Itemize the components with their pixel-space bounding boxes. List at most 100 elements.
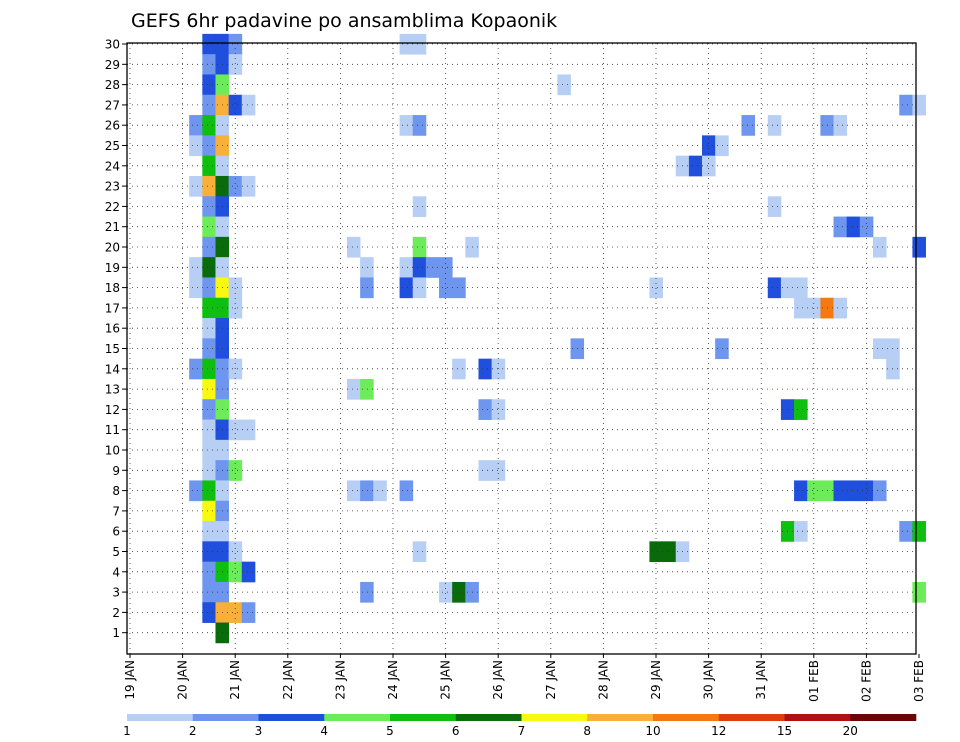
heatmap-cell xyxy=(859,480,874,502)
heatmap-cell xyxy=(912,94,926,116)
x-tick-label: 28 JAN xyxy=(596,660,610,700)
heatmap-cell xyxy=(912,521,926,542)
heatmap-cell xyxy=(912,236,926,258)
legend-label: 5 xyxy=(386,724,394,738)
y-tick-label: 12 xyxy=(105,403,120,417)
x-tick-label: 23 JAN xyxy=(333,660,347,700)
legend-label: 3 xyxy=(255,724,263,738)
legend-swatch xyxy=(718,714,785,721)
heatmap-cell xyxy=(872,480,887,502)
heatmap-cell xyxy=(241,94,256,116)
heatmap-cell xyxy=(767,115,782,136)
legend-label: 4 xyxy=(320,724,328,738)
legend-label: 6 xyxy=(452,724,460,738)
heatmap-cell xyxy=(452,277,466,299)
heatmap-cell xyxy=(452,581,466,603)
heatmap-cell xyxy=(662,541,677,563)
y-tick-label: 16 xyxy=(105,322,120,336)
heatmap-cell xyxy=(649,541,663,563)
heatmap-cell xyxy=(346,378,361,400)
y-tick-label: 2 xyxy=(112,606,120,620)
y-tick-label: 26 xyxy=(105,119,120,133)
heatmap-cell xyxy=(794,297,808,319)
heatmap-cell xyxy=(478,399,493,420)
heatmap-cell xyxy=(491,460,506,481)
color-legend: 1 2 3 4 5 6 7 8 10 12 15 20 xyxy=(123,714,917,738)
legend-label: 10 xyxy=(645,724,660,738)
heatmap-cell xyxy=(767,196,782,217)
x-tick-label: 29 JAN xyxy=(649,660,663,700)
heatmap-cell xyxy=(228,33,243,55)
x-tick-label: 24 JAN xyxy=(386,660,400,700)
heatmap-cell xyxy=(241,602,256,623)
heatmap-cell xyxy=(439,277,453,299)
y-tick-label: 5 xyxy=(112,545,120,559)
x-tick-label: 31 JAN xyxy=(754,660,768,700)
heatmap-cell xyxy=(412,236,427,258)
legend-label: 7 xyxy=(518,724,526,738)
heatmap-cell xyxy=(360,581,374,603)
heatmap-cell xyxy=(202,277,216,299)
heatmap-cell xyxy=(202,581,216,603)
heatmap-cell xyxy=(202,257,216,278)
y-tick-label: 15 xyxy=(105,342,120,356)
legend-swatch xyxy=(324,714,391,721)
heatmap-cell xyxy=(228,175,243,197)
heatmap-cell xyxy=(767,277,782,299)
y-tick-label: 24 xyxy=(105,159,120,173)
legend-label: 8 xyxy=(583,724,591,738)
y-tick-label: 11 xyxy=(105,423,120,437)
heatmap-cell xyxy=(478,358,493,380)
legend-swatch xyxy=(390,714,457,721)
heatmap-cell xyxy=(228,460,243,481)
legend-swatch xyxy=(850,714,917,721)
x-tick-label: 20 JAN xyxy=(176,660,190,700)
heatmap-cell xyxy=(360,378,374,400)
heatmap-cell xyxy=(189,277,203,299)
heatmap-cell xyxy=(412,277,427,299)
y-tick-label: 13 xyxy=(105,383,120,397)
heatmap-cell xyxy=(189,257,203,278)
heatmap-cell xyxy=(202,399,216,420)
y-tick-label: 14 xyxy=(105,362,120,376)
y-tick-label: 9 xyxy=(112,464,120,478)
heatmap-cell xyxy=(202,521,216,542)
y-tick-label: 18 xyxy=(105,281,120,295)
heatmap-cell xyxy=(412,257,427,278)
heatmap-cell xyxy=(202,115,216,136)
heatmap-cell xyxy=(202,236,216,258)
heatmap-cell xyxy=(189,135,203,157)
heatmap-cell xyxy=(202,318,216,339)
grid-lines xyxy=(127,43,916,654)
heatmap-cell xyxy=(202,500,216,522)
legend-swatch xyxy=(587,714,654,721)
heatmap-cell xyxy=(557,74,571,96)
heatmap-cell xyxy=(202,358,216,380)
heatmap-cell xyxy=(189,480,203,502)
y-tick-label: 8 xyxy=(112,484,120,498)
heatmap-cell xyxy=(912,581,926,603)
heatmap-cell xyxy=(360,277,374,299)
y-tick-label: 10 xyxy=(105,443,120,457)
heatmap-cell xyxy=(833,297,848,319)
heatmap-cell xyxy=(412,33,427,55)
heatmap-cell xyxy=(202,561,216,583)
heatmap-cell xyxy=(202,378,216,400)
heatmap-cell xyxy=(439,257,453,278)
heatmap-cell xyxy=(833,115,848,136)
heatmap-cell xyxy=(228,602,243,623)
y-tick-label: 6 xyxy=(112,525,120,539)
legend-swatch xyxy=(521,714,588,721)
heatmap-cell xyxy=(241,561,256,583)
heatmap-cell xyxy=(688,155,703,177)
heatmap-cell xyxy=(189,358,203,380)
heatmap-cell xyxy=(794,277,808,299)
heatmap-cell xyxy=(228,54,243,75)
legend-swatch xyxy=(127,714,194,721)
heatmap-cell xyxy=(399,480,414,502)
heatmap-cell xyxy=(202,196,216,217)
heatmap-cell xyxy=(399,115,414,136)
heatmap-cell xyxy=(794,480,808,502)
